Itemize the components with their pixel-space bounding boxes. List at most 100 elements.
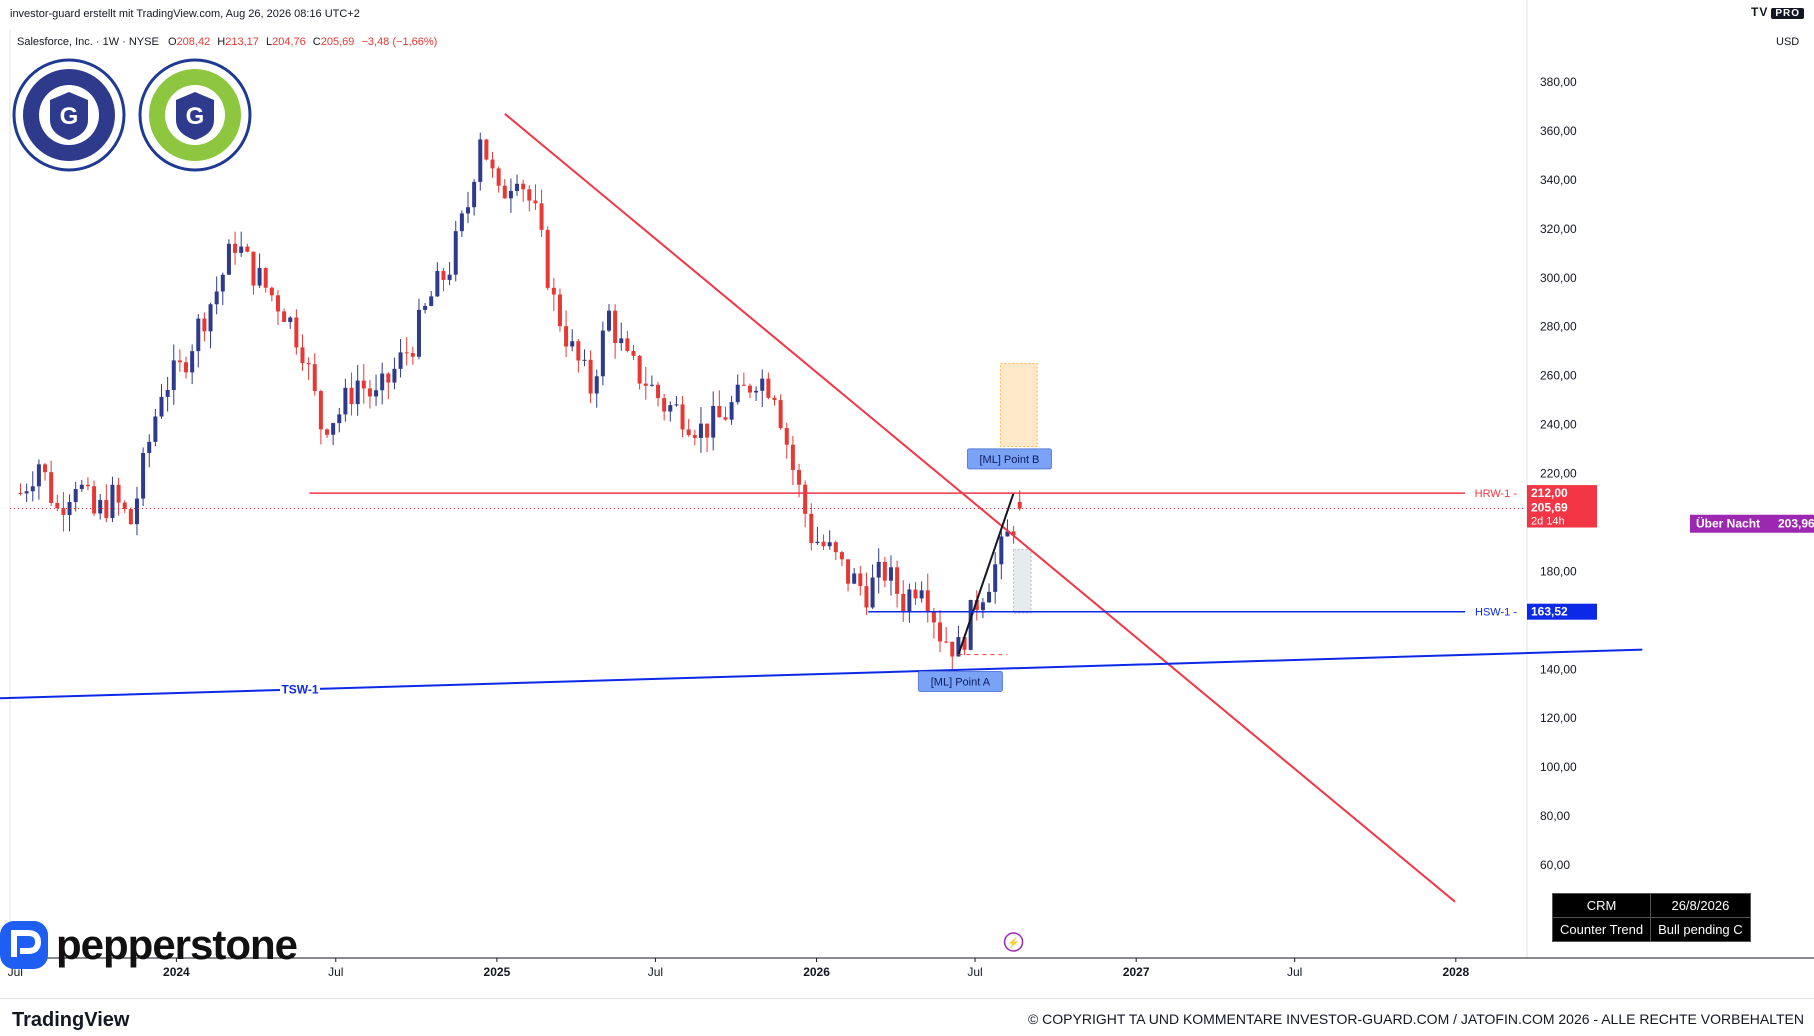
candle-down <box>551 287 556 295</box>
y-tick-label: 100,00 <box>1540 760 1577 774</box>
candle-up <box>754 390 759 393</box>
x-tick-label: Jul <box>648 965 663 979</box>
y-tick-label: 220,00 <box>1540 467 1577 481</box>
candle-down <box>55 502 60 509</box>
candle-up <box>729 402 734 420</box>
level-price-text: 212,00 <box>1531 486 1568 500</box>
candle-down <box>913 589 918 599</box>
candle-down <box>778 400 783 429</box>
candle-down <box>1011 531 1016 536</box>
candle-up <box>888 567 893 581</box>
candle-down <box>625 338 630 351</box>
overnight-tag <box>1690 514 1814 533</box>
candle-down <box>325 429 330 435</box>
pepperstone-logo-icon <box>0 921 48 969</box>
candle-up <box>919 590 924 599</box>
symbol-name: Salesforce, Inc. · 1W · NYSE <box>17 36 159 48</box>
candle-up <box>570 341 575 347</box>
candle-down <box>312 364 317 392</box>
candle-up <box>79 484 84 490</box>
earnings-event-glyph: ⚡ <box>1007 936 1019 949</box>
header-bar: investor-guard erstellt mit TradingView.… <box>0 0 1814 28</box>
candle-down <box>49 472 54 503</box>
open-label: O <box>168 36 177 48</box>
candle-up <box>196 318 201 352</box>
pattern-radar-badge: G <box>138 58 252 172</box>
y-tick-label: 120,00 <box>1540 711 1577 725</box>
y-tick-label: 340,00 <box>1540 173 1577 187</box>
candle-up <box>24 491 29 494</box>
candle-down <box>386 373 391 383</box>
candle-down <box>895 567 900 594</box>
candle-down <box>527 189 532 201</box>
candle-down <box>361 380 366 389</box>
candle-up <box>374 390 379 397</box>
currency-label[interactable]: USD <box>1776 36 1800 48</box>
candle-up <box>110 484 115 519</box>
ml-point-label: [ML] Point A <box>931 676 991 688</box>
level-price-tag <box>1527 603 1597 620</box>
candle-up <box>331 423 336 435</box>
candle-up <box>459 213 464 232</box>
tradingview-logo[interactable]: TradingView <box>12 1009 130 1031</box>
candle-up <box>435 270 440 297</box>
x-tick-label: 2025 <box>484 965 511 979</box>
candle-up <box>171 360 176 391</box>
x-tick-label: 2024 <box>163 965 190 979</box>
info-row: CRM 26/8/2026 <box>1551 893 1751 918</box>
trendline-label: TSW-1 <box>281 682 318 696</box>
candle-up <box>993 564 998 592</box>
copyright-notice: © COPYRIGHT TA UND KOMMENTARE INVESTOR-G… <box>1027 1011 1804 1027</box>
candle-down <box>962 637 967 650</box>
candle-down <box>790 444 795 470</box>
high-label: H <box>217 36 226 48</box>
candle-down <box>723 417 728 420</box>
candle-up <box>214 291 219 305</box>
y-tick-label: 320,00 <box>1540 222 1577 236</box>
candle-up <box>453 231 458 275</box>
y-tick-label: 180,00 <box>1540 564 1577 578</box>
candle-down <box>116 484 121 503</box>
info-cell: CRM <box>1551 893 1652 918</box>
overnight-name: Über Nacht <box>1696 516 1760 531</box>
candle-down <box>821 541 826 547</box>
candle-down <box>349 387 354 405</box>
open-value: 208,42 <box>176 36 211 48</box>
candle-down <box>637 355 642 384</box>
candle-up <box>980 602 985 611</box>
info-cell: Counter Trend <box>1551 917 1652 942</box>
candle-down <box>680 404 685 430</box>
candle-down <box>576 341 581 361</box>
candle-down <box>662 398 667 412</box>
candle-up <box>73 489 78 502</box>
y-tick-label: 80,00 <box>1540 809 1570 823</box>
x-tick-label: 2026 <box>803 965 830 979</box>
author-credit: investor-guard erstellt mit TradingView.… <box>10 8 360 20</box>
candle-up <box>968 599 973 650</box>
y-tick-label: 260,00 <box>1540 369 1577 383</box>
price-chart[interactable]: 380,00 360,00 340,00 320,00 300,00 280,00 260,… <box>0 0 1814 998</box>
candle-up <box>165 390 170 397</box>
pepperstone-watermark: pepperstone <box>0 920 298 970</box>
candle-down <box>643 383 648 386</box>
candle-down <box>275 295 280 312</box>
candle-down <box>245 246 250 252</box>
y-tick-label: 60,00 <box>1540 858 1570 872</box>
candle-down <box>747 385 752 393</box>
candle-down <box>545 229 550 288</box>
x-tick-label: Jul <box>1287 965 1302 979</box>
candle-up <box>226 243 231 275</box>
info-cell: 26/8/2026 <box>1650 893 1751 918</box>
candle-down <box>533 200 538 204</box>
candle-up <box>337 414 342 424</box>
candle-up <box>398 352 403 369</box>
candle-up <box>355 380 360 405</box>
candle-up <box>711 405 716 438</box>
candle-up <box>649 384 654 386</box>
candle-up <box>674 404 679 406</box>
level-price-tag <box>1527 485 1597 502</box>
x-tick-label: Jul <box>967 965 982 979</box>
candle-down <box>177 360 182 363</box>
target-box <box>999 362 1038 448</box>
candle-up <box>220 274 225 292</box>
